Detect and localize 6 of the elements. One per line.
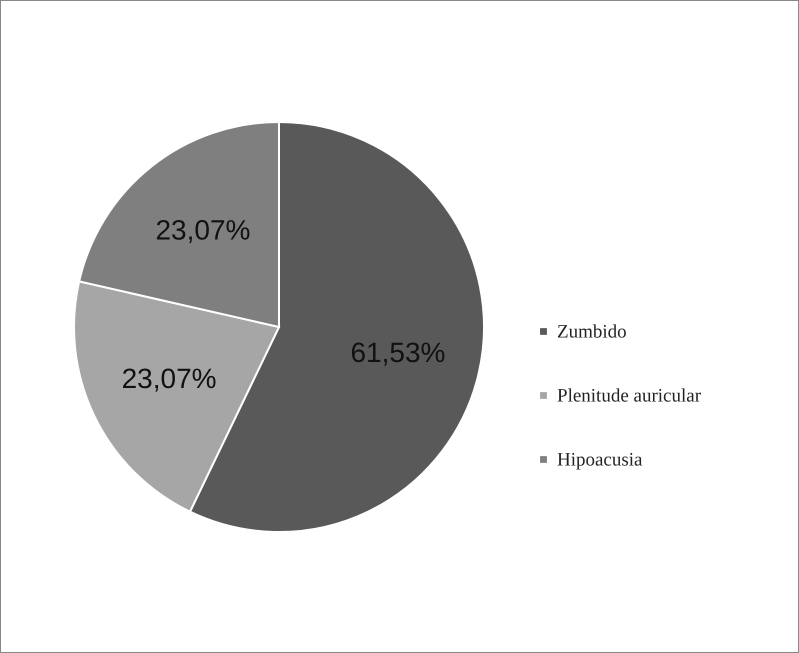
- legend-label: Plenitude auricular: [557, 386, 702, 406]
- data-label: 23,07%: [155, 214, 250, 246]
- legend-label: Zumbido: [557, 322, 627, 342]
- data-label: 23,07%: [122, 362, 217, 394]
- data-label: 61,53%: [350, 337, 446, 368]
- legend-label: Hipoacusia: [557, 450, 644, 470]
